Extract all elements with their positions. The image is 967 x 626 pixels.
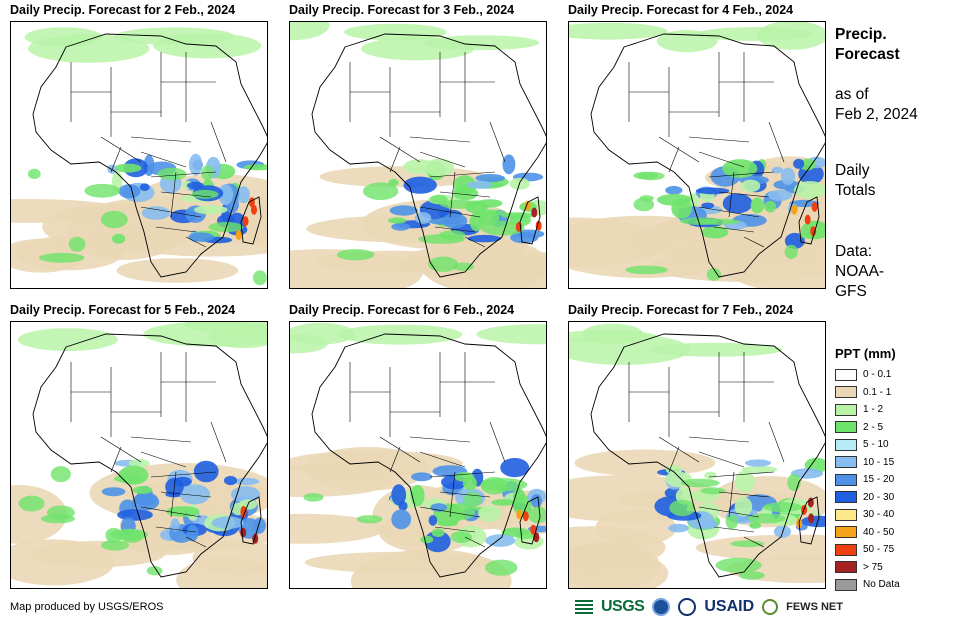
panel-title-6: Daily Precip. Forecast for 7 Feb., 2024 <box>568 303 794 317</box>
forecast-map-5 <box>289 321 547 589</box>
sidebar-asof: as of Feb 2, 2024 <box>835 85 918 125</box>
forecast-map-4 <box>10 321 268 589</box>
asof-date: Feb 2, 2024 <box>835 106 918 123</box>
panel-title-1: Daily Precip. Forecast for 2 Feb., 2024 <box>10 3 236 17</box>
usaid-seal-icon <box>678 598 697 616</box>
sidebar-heading: Precip. Forecast <box>835 25 900 65</box>
sidebar-heading-line2: Forecast <box>835 46 900 63</box>
legend-item: 30 - 40 <box>835 506 900 524</box>
map-credit: Map produced by USGS/EROS <box>10 601 164 613</box>
legend-swatch <box>835 456 857 469</box>
legend-item: 1 - 2 <box>835 401 900 419</box>
noaa-logo-icon <box>652 598 671 616</box>
legend-swatch <box>835 526 857 539</box>
legend-swatch <box>835 561 857 574</box>
legend-swatch <box>835 578 857 591</box>
logo-strip: USGS USAID FEWS NET <box>575 595 843 619</box>
usaid-logo: USAID <box>704 598 755 615</box>
legend-label: 2 - 5 <box>863 421 884 433</box>
legend-swatch <box>835 368 857 381</box>
legend-label: 0.1 - 1 <box>863 386 892 398</box>
legend-swatch <box>835 421 857 434</box>
panel-title-5: Daily Precip. Forecast for 6 Feb., 2024 <box>289 303 515 317</box>
legend-label: 30 - 40 <box>863 509 895 521</box>
legend-swatch <box>835 543 857 556</box>
legend-title: PPT (mm) <box>835 346 896 361</box>
usgs-logo-icon <box>575 600 593 614</box>
legend-label: 50 - 75 <box>863 544 895 556</box>
usgs-logo: USGS <box>601 598 645 615</box>
sidebar-totals: Daily Totals <box>835 161 876 201</box>
legend-item: 15 - 20 <box>835 471 900 489</box>
legend-swatch <box>835 438 857 451</box>
fews-net-logo: FEWS NET <box>786 601 843 613</box>
legend-label: 0 - 0.1 <box>863 369 892 381</box>
legend-label: 20 - 30 <box>863 491 895 503</box>
legend-item: 0.1 - 1 <box>835 384 900 402</box>
data-line3: GFS <box>835 283 867 300</box>
legend-label: 10 - 15 <box>863 456 895 468</box>
legend-item: 40 - 50 <box>835 524 900 542</box>
data-line2: NOAA- <box>835 263 885 280</box>
totals-line1: Daily <box>835 162 870 179</box>
totals-line2: Totals <box>835 182 876 199</box>
panel-title-3: Daily Precip. Forecast for 4 Feb., 2024 <box>568 3 794 17</box>
panel-title-2: Daily Precip. Forecast for 3 Feb., 2024 <box>289 3 515 17</box>
legend-swatch <box>835 508 857 521</box>
legend-item: 50 - 75 <box>835 541 900 559</box>
legend-item: 20 - 30 <box>835 489 900 507</box>
legend-item: 0 - 0.1 <box>835 366 900 384</box>
forecast-map-1 <box>10 21 268 289</box>
legend-label: 15 - 20 <box>863 474 895 486</box>
legend-swatch <box>835 403 857 416</box>
forecast-map-3 <box>568 21 826 289</box>
data-line1: Data: <box>835 243 873 260</box>
legend-label: 5 - 10 <box>863 439 889 451</box>
asof-line1: as of <box>835 86 869 103</box>
legend-item: 5 - 10 <box>835 436 900 454</box>
sidebar-heading-line1: Precip. <box>835 26 887 43</box>
legend-item: 10 - 15 <box>835 454 900 472</box>
legend-swatch <box>835 491 857 504</box>
forecast-map-6 <box>568 321 826 589</box>
legend-item: No Data <box>835 576 900 594</box>
panel-title-4: Daily Precip. Forecast for 5 Feb., 2024 <box>10 303 236 317</box>
legend-item: 2 - 5 <box>835 419 900 437</box>
legend-swatch <box>835 386 857 399</box>
forecast-map-2 <box>289 21 547 289</box>
legend-label: > 75 <box>863 561 883 573</box>
legend-item: > 75 <box>835 559 900 577</box>
legend-label: No Data <box>863 579 900 591</box>
fews-net-icon <box>762 599 779 615</box>
sidebar-data-source: Data: NOAA- GFS <box>835 242 884 302</box>
legend-label: 40 - 50 <box>863 526 895 538</box>
legend-label: 1 - 2 <box>863 404 884 416</box>
legend-swatch <box>835 473 857 486</box>
legend: 0 - 0.1 0.1 - 1 1 - 2 2 - 5 5 - 10 10 - 15 15 … <box>835 366 900 594</box>
